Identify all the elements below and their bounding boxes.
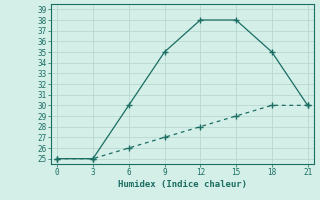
- X-axis label: Humidex (Indice chaleur): Humidex (Indice chaleur): [118, 180, 247, 189]
